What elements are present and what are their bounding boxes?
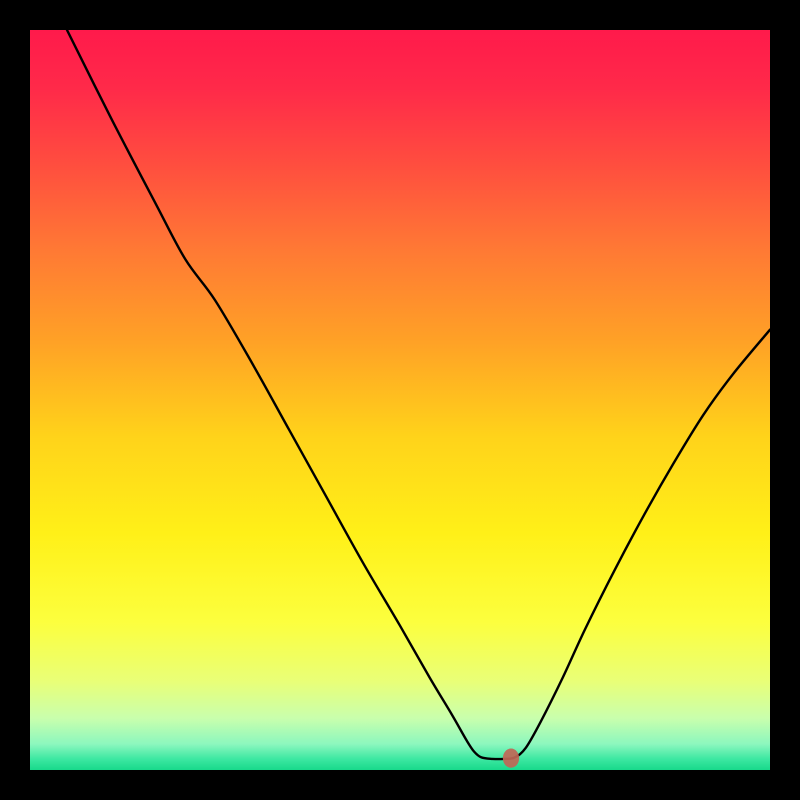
optimal-point-marker [503, 749, 519, 768]
plot-svg [30, 30, 770, 770]
plot-area [30, 30, 770, 770]
chart-frame: TheBottleneck.com [0, 0, 800, 800]
gradient-background [30, 30, 770, 770]
